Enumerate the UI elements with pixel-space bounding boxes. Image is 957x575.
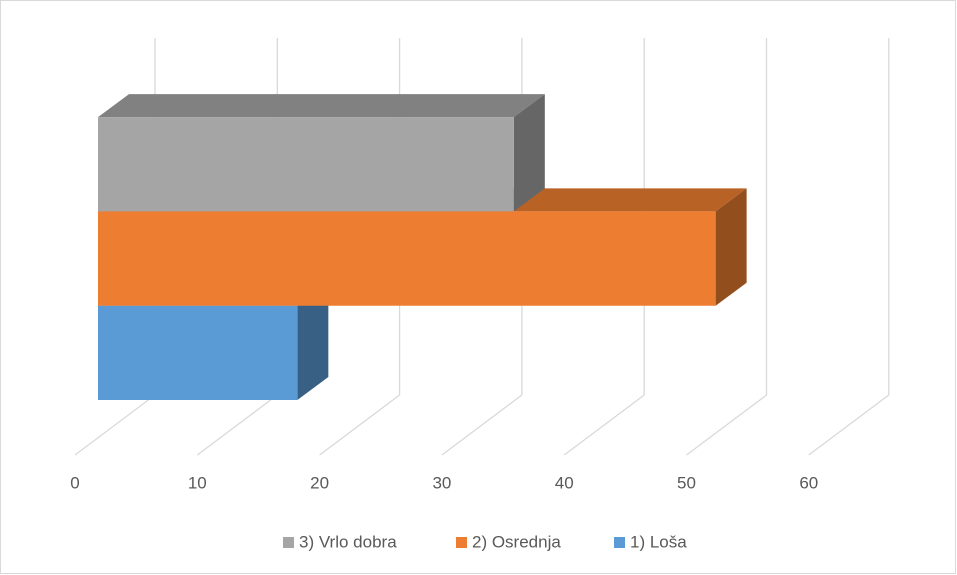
grid-line [686,394,767,456]
legend-swatch [283,537,294,548]
x-tick-label: 40 [555,473,574,492]
grid-line [441,394,523,456]
x-tick-label: 30 [432,473,451,492]
grid-line [563,394,645,456]
bar-side [715,188,747,306]
legend-label: 2) Osrednja [472,532,561,551]
bar-front [98,305,298,400]
legend-label: 1) Loša [630,532,687,551]
x-tick-label: 50 [677,473,696,492]
x-tick-label: 10 [188,473,207,492]
bar [98,94,545,212]
bar-side [513,94,545,212]
x-tick-label: 60 [799,473,818,492]
bar-front [98,211,716,306]
legend-swatch [614,537,625,548]
bar-front [98,117,514,212]
grid-line [196,394,278,456]
bar-side [297,282,329,400]
grid-line [74,394,156,456]
x-tick-label: 0 [70,473,79,492]
x-tick-label: 20 [310,473,329,492]
grid-line [319,394,400,456]
legend-label: 3) Vrlo dobra [299,532,397,551]
bar-top [98,94,545,118]
grid-line [808,394,890,456]
legend-swatch [456,537,467,548]
